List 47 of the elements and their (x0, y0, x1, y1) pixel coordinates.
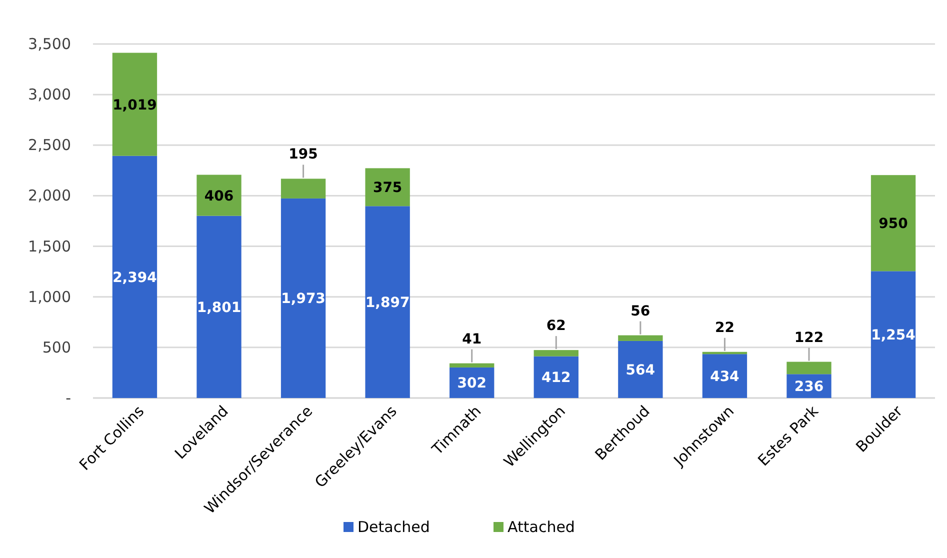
y-tick-label: 500 (42, 338, 71, 356)
data-label: 122 (794, 330, 824, 346)
y-tick-label: 3,500 (28, 35, 71, 53)
bar (618, 340, 663, 398)
data-label: 950 (878, 216, 908, 232)
y-tick-label: - (66, 389, 71, 407)
y-tick-label: 1,500 (28, 237, 71, 256)
data-label: 2,394 (112, 270, 158, 286)
data-label: 62 (546, 318, 566, 334)
bar (280, 198, 326, 398)
y-tick-label: 2,500 (28, 136, 71, 154)
bar (534, 350, 578, 356)
y-tick-label: 2,000 (28, 186, 71, 205)
bar (365, 168, 410, 206)
bar (196, 216, 242, 398)
bar (365, 206, 410, 398)
bar (112, 156, 158, 398)
data-label: 195 (288, 146, 318, 163)
y-tick-label: 3,000 (28, 86, 71, 104)
bar (870, 271, 916, 398)
bar (870, 175, 916, 272)
bar (196, 174, 242, 216)
bar (450, 363, 494, 368)
bar (702, 354, 748, 398)
y-tick-label: 1,000 (28, 288, 71, 306)
data-label: 22 (714, 320, 734, 336)
data-label: 412 (542, 370, 571, 386)
bar (112, 52, 158, 156)
bar (280, 178, 326, 198)
legend-label: Attached (508, 518, 575, 536)
data-label: 1,801 (196, 300, 242, 316)
data-label: 1,019 (112, 97, 157, 114)
bar (534, 356, 578, 398)
data-label: 56 (630, 303, 650, 320)
data-label: 375 (372, 180, 402, 196)
data-label: 236 (794, 379, 824, 396)
data-label: 1,973 (281, 291, 326, 308)
bar (618, 335, 663, 341)
data-label: 406 (204, 188, 234, 204)
data-label: 564 (626, 362, 656, 378)
legend-label: Detached (358, 518, 430, 536)
data-label: 302 (457, 376, 486, 392)
bar (786, 362, 832, 374)
data-label: 41 (462, 331, 482, 348)
data-label: 434 (710, 369, 740, 386)
data-label: 1,254 (871, 328, 916, 344)
data-label: 1,897 (365, 295, 410, 312)
